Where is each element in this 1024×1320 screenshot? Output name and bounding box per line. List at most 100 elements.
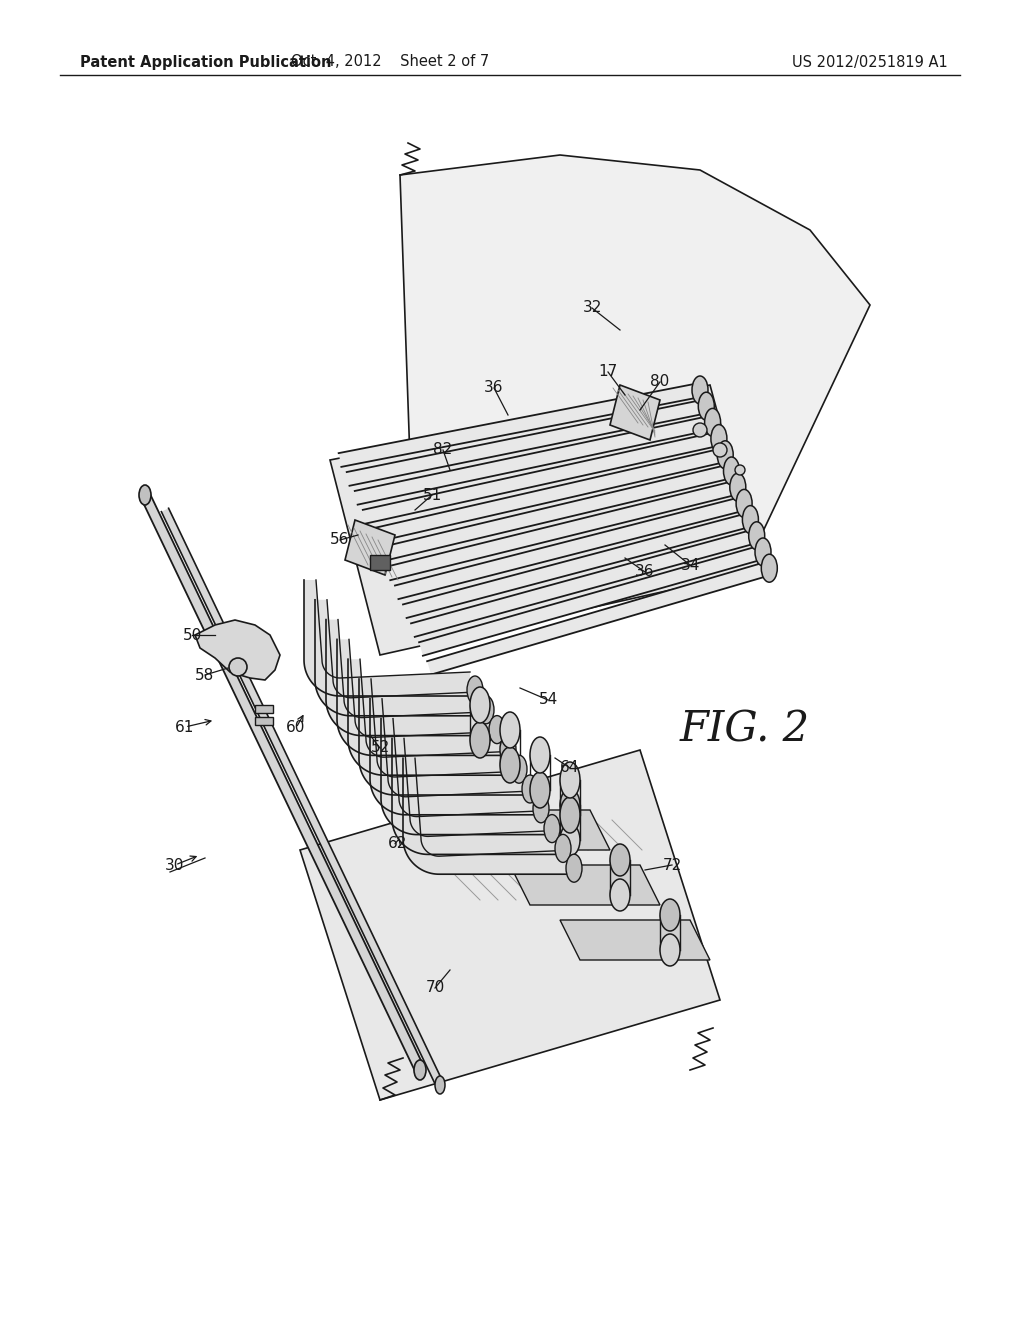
Ellipse shape — [560, 797, 580, 833]
Ellipse shape — [470, 722, 490, 758]
Ellipse shape — [705, 408, 721, 437]
Text: 34: 34 — [680, 557, 699, 573]
Ellipse shape — [692, 376, 708, 404]
Text: 36: 36 — [635, 565, 654, 579]
Text: 56: 56 — [331, 532, 349, 548]
Text: 32: 32 — [583, 301, 602, 315]
Polygon shape — [162, 508, 443, 1086]
Polygon shape — [337, 639, 503, 755]
Polygon shape — [419, 545, 765, 656]
Polygon shape — [560, 920, 710, 960]
Polygon shape — [315, 599, 481, 715]
Ellipse shape — [717, 441, 733, 469]
Ellipse shape — [500, 747, 520, 783]
Polygon shape — [359, 678, 525, 795]
Polygon shape — [387, 480, 739, 581]
Text: 54: 54 — [539, 693, 558, 708]
Ellipse shape — [560, 762, 580, 799]
Ellipse shape — [139, 484, 151, 506]
Polygon shape — [347, 400, 708, 486]
Circle shape — [713, 444, 727, 457]
Polygon shape — [345, 520, 395, 576]
Polygon shape — [300, 750, 720, 1100]
Text: 51: 51 — [422, 487, 441, 503]
Polygon shape — [411, 529, 759, 636]
Polygon shape — [371, 447, 727, 543]
Ellipse shape — [660, 935, 680, 966]
Polygon shape — [370, 554, 390, 570]
Text: 72: 72 — [663, 858, 682, 873]
Polygon shape — [395, 496, 745, 599]
Text: 61: 61 — [175, 719, 195, 734]
Ellipse shape — [761, 554, 777, 582]
Ellipse shape — [755, 539, 771, 566]
Ellipse shape — [489, 715, 505, 743]
Text: 52: 52 — [371, 741, 389, 755]
Ellipse shape — [724, 457, 739, 484]
Circle shape — [693, 422, 707, 437]
Ellipse shape — [730, 473, 745, 502]
Text: 82: 82 — [433, 442, 453, 458]
Ellipse shape — [530, 772, 550, 808]
Ellipse shape — [435, 1076, 445, 1094]
Ellipse shape — [610, 843, 630, 876]
Ellipse shape — [500, 711, 520, 748]
Polygon shape — [610, 385, 660, 440]
Text: 80: 80 — [650, 375, 670, 389]
Text: Oct. 4, 2012    Sheet 2 of 7: Oct. 4, 2012 Sheet 2 of 7 — [291, 54, 489, 70]
Polygon shape — [381, 718, 547, 834]
Polygon shape — [348, 659, 514, 775]
Ellipse shape — [555, 834, 571, 862]
Text: 58: 58 — [196, 668, 215, 682]
Text: 60: 60 — [287, 721, 306, 735]
Text: 36: 36 — [484, 380, 504, 396]
Ellipse shape — [736, 490, 752, 517]
Ellipse shape — [749, 521, 765, 550]
Ellipse shape — [566, 854, 582, 882]
Ellipse shape — [530, 737, 550, 774]
Text: FIG. 2: FIG. 2 — [680, 709, 810, 751]
Polygon shape — [326, 619, 492, 735]
Ellipse shape — [742, 506, 759, 533]
Ellipse shape — [660, 899, 680, 931]
Ellipse shape — [414, 1060, 426, 1080]
Polygon shape — [460, 810, 610, 850]
Ellipse shape — [698, 392, 715, 420]
Bar — [255, 705, 273, 713]
Text: 17: 17 — [598, 364, 617, 380]
Circle shape — [735, 465, 745, 475]
Polygon shape — [510, 865, 660, 906]
Polygon shape — [339, 383, 701, 467]
Ellipse shape — [544, 814, 560, 842]
Ellipse shape — [478, 696, 494, 723]
Ellipse shape — [610, 879, 630, 911]
Polygon shape — [362, 432, 721, 524]
Polygon shape — [195, 620, 280, 680]
Ellipse shape — [534, 795, 549, 822]
Bar — [255, 717, 273, 725]
Polygon shape — [330, 385, 760, 655]
Polygon shape — [403, 513, 753, 618]
Ellipse shape — [560, 789, 580, 821]
Polygon shape — [392, 738, 558, 854]
Text: 30: 30 — [165, 858, 184, 873]
Text: 50: 50 — [182, 627, 202, 643]
Text: Patent Application Publication: Patent Application Publication — [80, 54, 332, 70]
Ellipse shape — [511, 755, 527, 783]
Ellipse shape — [470, 686, 490, 723]
Polygon shape — [140, 492, 425, 1072]
Polygon shape — [400, 154, 870, 579]
Polygon shape — [403, 758, 569, 874]
Text: 62: 62 — [388, 836, 408, 850]
Text: 64: 64 — [560, 760, 580, 776]
Text: 70: 70 — [425, 981, 444, 995]
Ellipse shape — [500, 735, 516, 763]
Polygon shape — [379, 465, 733, 561]
Ellipse shape — [467, 676, 483, 704]
Circle shape — [229, 657, 247, 676]
Polygon shape — [354, 416, 714, 504]
Polygon shape — [427, 561, 771, 675]
Ellipse shape — [522, 775, 538, 803]
Ellipse shape — [560, 824, 580, 855]
Text: US 2012/0251819 A1: US 2012/0251819 A1 — [793, 54, 948, 70]
